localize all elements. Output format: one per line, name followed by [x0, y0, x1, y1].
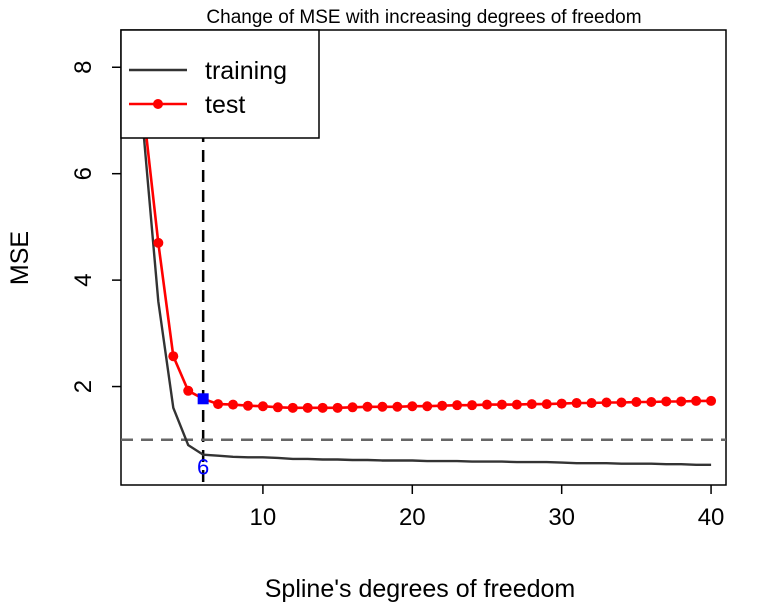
test-point	[242, 400, 253, 411]
y-axis-label: MSE	[6, 231, 34, 285]
test-point	[213, 399, 224, 410]
test-point	[511, 399, 522, 410]
axes: 10 20 30 40 2 4 6 8	[70, 29, 727, 531]
y-tick-label: 6	[70, 167, 97, 180]
x-tick-label: 20	[399, 504, 426, 531]
x-tick-label: 30	[548, 504, 575, 531]
test-point	[228, 399, 239, 410]
y-tick-label: 8	[70, 61, 97, 74]
test-point	[706, 395, 717, 406]
test-point	[646, 396, 657, 407]
y-tick-label: 4	[70, 273, 97, 286]
test-point	[287, 402, 298, 413]
test-point	[362, 401, 373, 412]
test-point	[272, 402, 283, 413]
test-point	[661, 396, 672, 407]
test-point	[691, 395, 702, 406]
test-point	[422, 401, 433, 412]
test-point	[183, 385, 194, 396]
legend: training test	[120, 29, 320, 139]
x-tick-label: 40	[698, 504, 725, 531]
test-point	[481, 399, 492, 410]
training-line	[136, 30, 712, 466]
test-point	[571, 398, 582, 409]
test-point	[257, 401, 268, 412]
selected-df-annotation: 6	[197, 454, 209, 479]
plot-frame	[120, 29, 727, 486]
test-point	[467, 400, 478, 411]
reference-lines	[121, 30, 726, 485]
legend-marker-test	[153, 99, 163, 109]
test-point	[601, 397, 612, 408]
test-point	[332, 402, 343, 413]
test-point	[586, 398, 597, 409]
x-tick-label: 10	[250, 504, 277, 531]
test-point	[541, 399, 552, 410]
test-point	[631, 396, 642, 407]
legend-box	[120, 29, 320, 139]
chart-title: Change of MSE with increasing degrees of…	[206, 7, 641, 28]
series-layer: 6	[136, 30, 717, 479]
min-test-mse-marker	[197, 393, 209, 405]
x-axis-label: Spline's degrees of freedom	[265, 575, 576, 603]
test-line	[137, 30, 712, 410]
test-point	[168, 351, 179, 362]
test-point	[437, 400, 448, 411]
test-point	[377, 401, 388, 412]
legend-label-test: test	[205, 91, 245, 119]
test-point	[556, 398, 567, 409]
test-point	[452, 400, 463, 411]
test-point	[616, 397, 627, 408]
test-point	[407, 401, 418, 412]
legend-label-training: training	[205, 57, 287, 85]
test-point	[302, 402, 313, 413]
test-point	[676, 396, 687, 407]
test-point	[153, 237, 164, 248]
test-point	[526, 399, 537, 410]
test-point	[392, 401, 403, 412]
test-point	[496, 399, 507, 410]
test-point	[347, 402, 358, 413]
test-point	[317, 402, 328, 413]
y-tick-label: 2	[70, 380, 97, 393]
